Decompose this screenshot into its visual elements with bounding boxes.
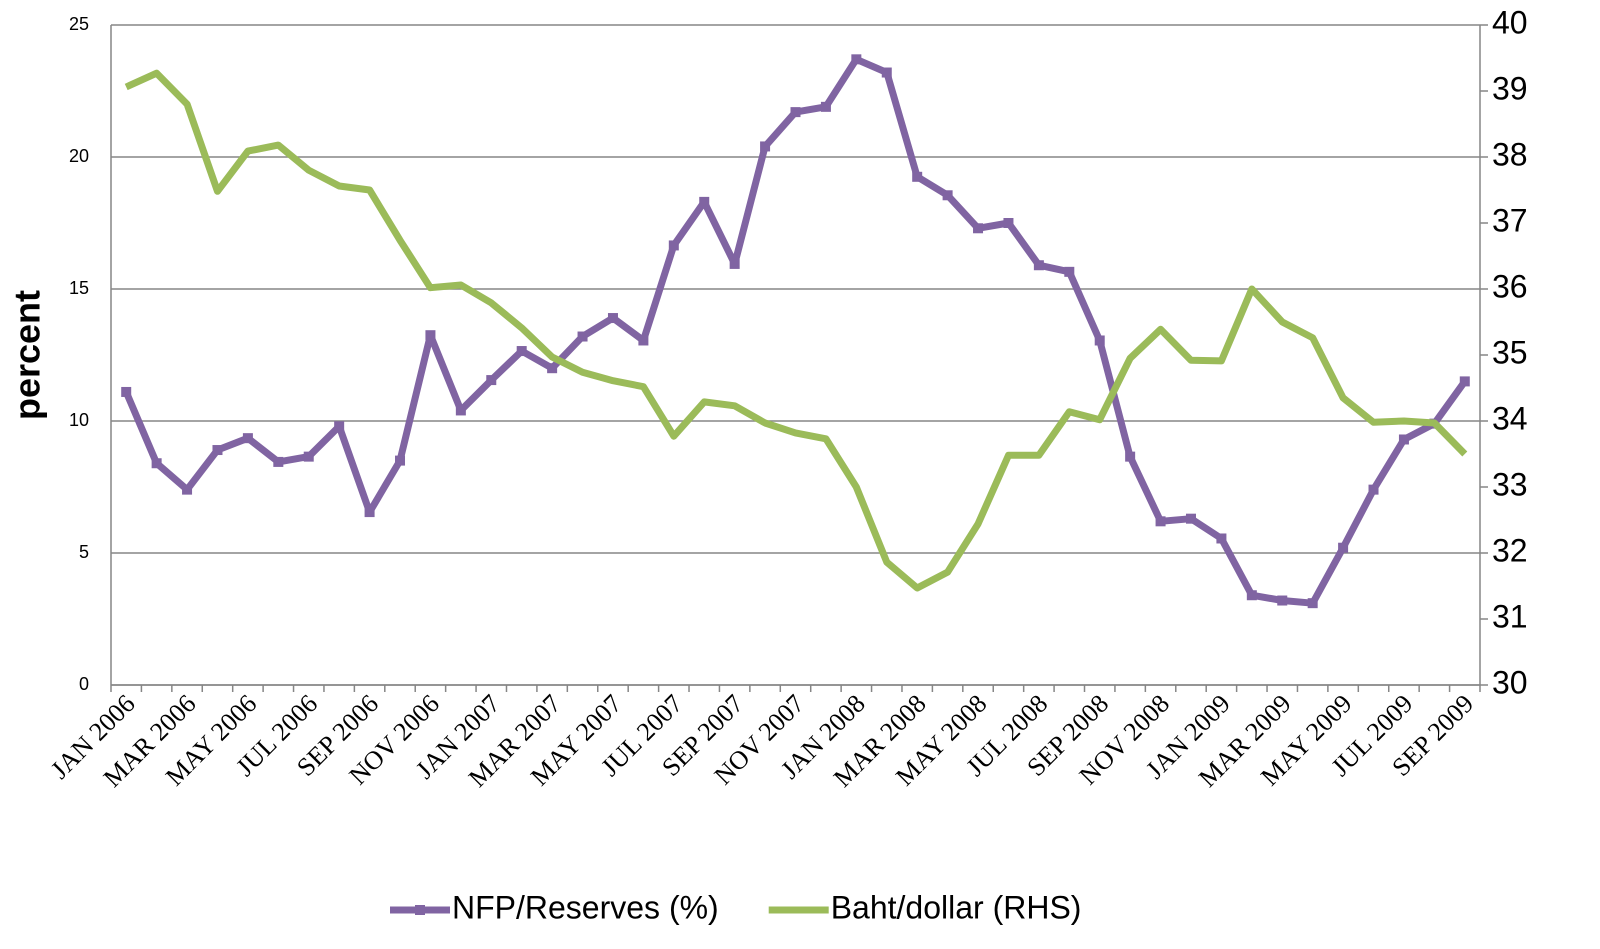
y2-tick-label: 38 [1492,136,1528,172]
point-marker [547,363,558,374]
point-marker [1003,218,1014,228]
point-marker [242,433,253,444]
y2-tick-label: 33 [1492,466,1528,502]
point-marker [334,421,345,432]
point-marker [273,456,284,467]
point-marker [425,330,436,341]
point-marker [881,67,892,78]
y2-tick-label: 36 [1492,268,1528,304]
point-marker [1185,513,1196,524]
point-marker [151,458,162,469]
y-tick-label: 10 [69,410,89,430]
point-marker [942,190,953,201]
y2-tick-label: 32 [1492,532,1528,568]
point-marker [455,405,466,416]
point-marker [486,375,497,386]
point-marker [820,101,831,112]
y2-tick-label: 31 [1492,598,1528,634]
y-tick-label: 15 [69,278,89,298]
point-marker [1368,484,1379,495]
point-marker [516,346,527,357]
point-marker [912,171,923,182]
point-marker [699,196,710,207]
legend-marker [415,905,425,915]
point-marker [668,240,679,251]
point-marker [303,451,314,462]
y-tick-label: 25 [69,14,89,34]
point-marker [182,484,193,495]
point-marker [1125,451,1136,462]
series-line [122,55,1468,607]
y2-tick-label: 40 [1492,4,1528,40]
point-marker [577,331,588,342]
point-marker [1246,590,1257,601]
legend-label: NFP/Reserves (%) [452,889,719,925]
point-marker [212,445,223,456]
point-marker [973,223,984,234]
y2-tick-label: 35 [1492,334,1528,370]
y-tick-label: 5 [79,542,89,562]
point-marker [1033,260,1044,271]
point-marker [121,386,132,397]
point-marker [1398,434,1409,445]
point-marker [607,313,618,324]
point-marker [760,141,771,152]
point-marker [1155,516,1166,527]
y-tick-label: 20 [69,146,89,166]
point-marker [1064,266,1075,277]
point-marker [364,507,375,518]
y-axis-label: percent [7,290,48,420]
point-marker [1307,598,1318,609]
y2-tick-label: 37 [1492,202,1528,238]
point-marker [638,335,649,346]
point-marker [790,107,801,118]
point-marker [395,455,406,466]
point-marker [729,258,740,269]
point-marker [1216,533,1227,544]
y2-tick-label: 39 [1492,70,1528,106]
y2-tick-label: 34 [1492,400,1528,436]
point-marker [1094,335,1105,346]
point-marker [1459,376,1470,387]
legend-label: Baht/dollar (RHS) [831,889,1082,925]
point-marker [851,54,862,65]
y-tick-label: 0 [79,674,89,694]
series-line [124,69,1468,592]
point-marker [1277,595,1288,606]
point-marker [1338,542,1349,553]
y2-tick-label: 30 [1492,664,1528,700]
